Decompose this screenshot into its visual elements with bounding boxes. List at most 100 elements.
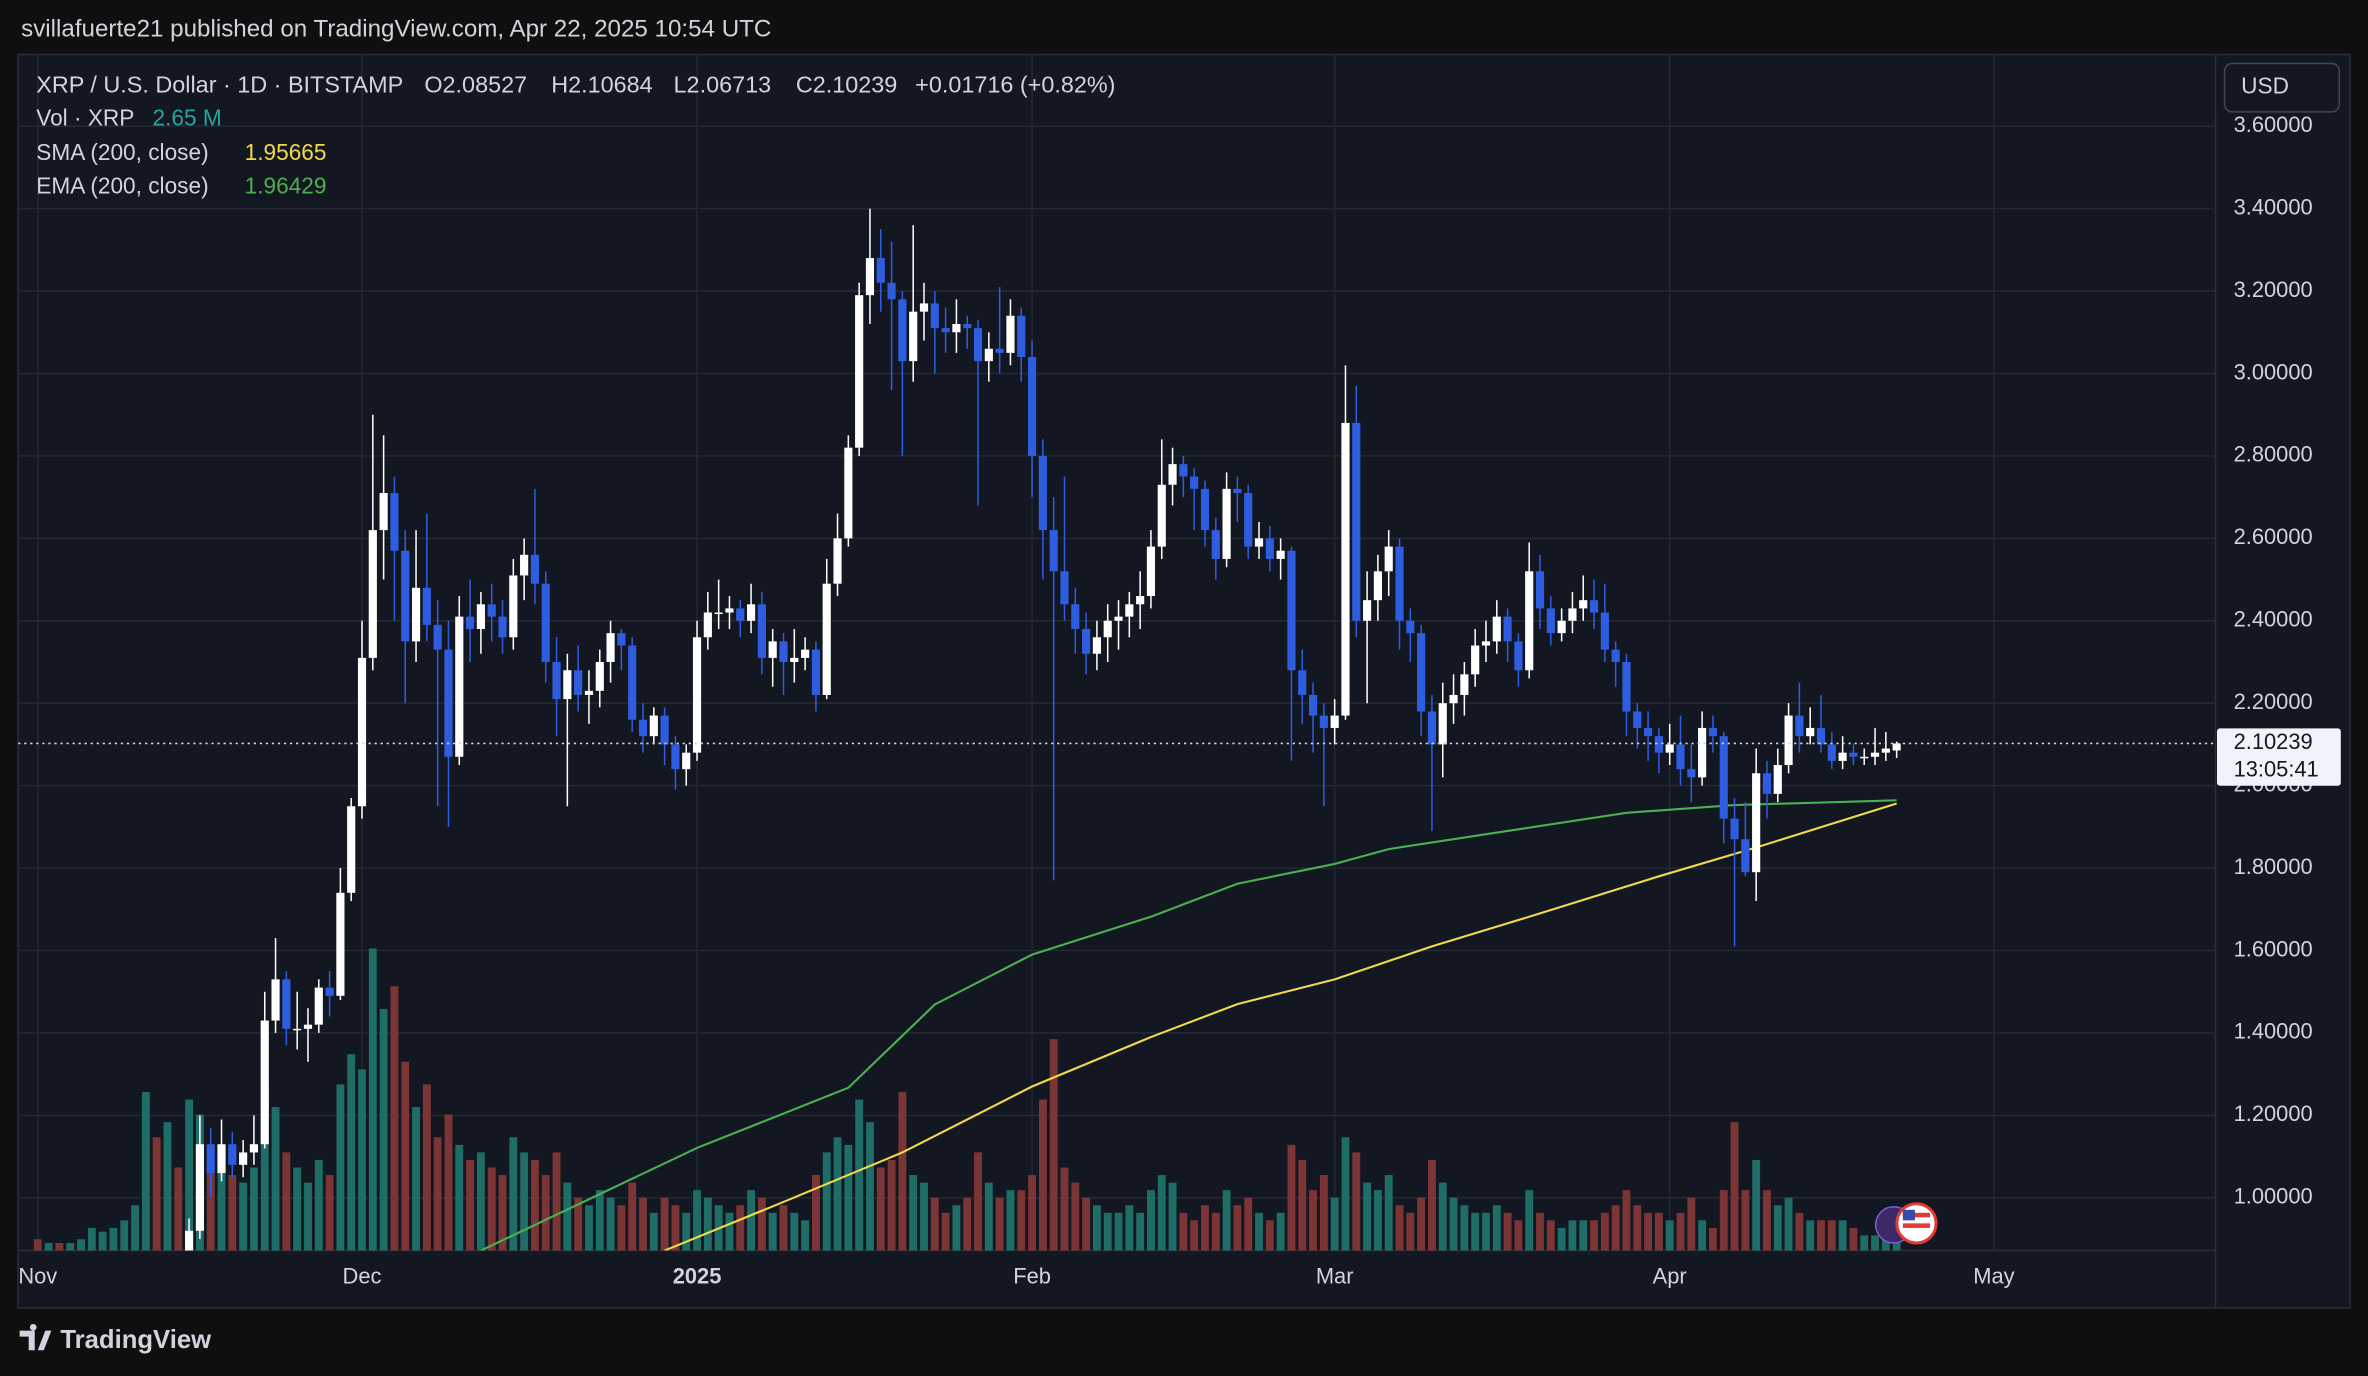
- volume-bar: [693, 1190, 701, 1251]
- ma-line: [480, 799, 1897, 1251]
- volume-bar: [887, 1159, 896, 1251]
- volume-bar: [1114, 1212, 1123, 1251]
- candle-body: [1719, 736, 1728, 819]
- y-tick-label: 3.40000: [2234, 194, 2313, 219]
- candle-body: [217, 1144, 226, 1174]
- candle-body: [455, 616, 464, 757]
- volume-bar: [120, 1220, 129, 1251]
- y-tick-label: 2.60000: [2234, 524, 2313, 549]
- volume-bar: [1309, 1190, 1317, 1251]
- candle-body: [1233, 488, 1242, 494]
- volume-bar: [1363, 1182, 1372, 1251]
- volume-bar: [1546, 1220, 1555, 1251]
- volume-bar: [1827, 1220, 1836, 1251]
- volume-bar: [1881, 1235, 1890, 1251]
- legend-change: +0.01716 (+0.82%): [915, 71, 1115, 97]
- volume-bar: [855, 1099, 864, 1251]
- candle-body: [1427, 711, 1437, 745]
- y-tick-label: 1.60000: [2234, 936, 2313, 961]
- candle-body: [1038, 455, 1047, 531]
- candle-body: [422, 587, 431, 625]
- volume-bar: [185, 1099, 194, 1251]
- legend-sma-value: 1.95665: [245, 139, 327, 165]
- candle-body: [1557, 620, 1566, 634]
- volume-bar: [1136, 1212, 1145, 1251]
- candle-body: [649, 715, 658, 737]
- candle-body: [1870, 752, 1880, 757]
- candle-body: [1168, 464, 1177, 485]
- ma-line: [664, 802, 1897, 1251]
- candle-body: [1654, 736, 1663, 753]
- candle-body: [476, 604, 485, 630]
- candle-body: [1741, 839, 1750, 873]
- volume-bar: [822, 1152, 831, 1251]
- volume-bar: [433, 1137, 442, 1251]
- volume-bar: [206, 1159, 215, 1251]
- volume-bar: [563, 1182, 572, 1251]
- candle-body: [1471, 645, 1480, 675]
- volume-bar: [552, 1152, 561, 1251]
- volume-bar: [811, 1175, 820, 1251]
- candle-body: [1060, 571, 1069, 605]
- volume-bar: [757, 1197, 766, 1251]
- volume-bar: [541, 1175, 550, 1251]
- volume-bar: [509, 1137, 518, 1251]
- volume-bar: [747, 1190, 756, 1251]
- candle-body: [195, 1144, 204, 1231]
- candle-body: [898, 299, 907, 362]
- candle-body: [919, 303, 929, 312]
- candle-body: [271, 979, 280, 1021]
- candle-body: [595, 661, 604, 691]
- volume-bar: [358, 1069, 366, 1251]
- volume-bar: [595, 1190, 604, 1251]
- volume-bar: [1125, 1205, 1134, 1251]
- legend-volume-name: Vol · XRP: [36, 104, 134, 130]
- candle-body: [757, 604, 766, 658]
- candle-body: [1687, 769, 1696, 778]
- candle-body: [725, 608, 734, 613]
- volume-bar: [844, 1144, 853, 1251]
- legend-close: C2.10239: [796, 71, 897, 97]
- legend: XRP / U.S. Dollar · 1D · BITSTAMP O2.085…: [36, 71, 1115, 198]
- flag-stripe: [1902, 1223, 1931, 1228]
- currency-label[interactable]: USD: [2241, 73, 2289, 99]
- x-tick-label: Dec: [343, 1264, 382, 1289]
- candle-body: [952, 324, 961, 333]
- volume-bar: [779, 1205, 788, 1251]
- candle-body: [638, 719, 648, 737]
- candle-body: [411, 587, 421, 642]
- volume-bar: [304, 1182, 312, 1251]
- candle-body: [1308, 694, 1318, 716]
- volume-bar: [1244, 1197, 1253, 1251]
- candle-body: [1319, 715, 1328, 728]
- volume-bar: [1730, 1122, 1739, 1251]
- volume-bar: [1233, 1205, 1242, 1251]
- candle-body: [1417, 633, 1426, 712]
- candle-body: [347, 806, 356, 893]
- volume-bar: [466, 1159, 475, 1251]
- volume-bar: [1201, 1205, 1209, 1251]
- price-badge: [2216, 728, 2341, 786]
- candle-body: [1017, 315, 1026, 357]
- candle-body: [444, 649, 453, 757]
- currency-button[interactable]: [2223, 62, 2341, 113]
- volume-bar: [131, 1205, 139, 1251]
- x-tick-label: Apr: [1653, 1264, 1687, 1289]
- candle-body: [1892, 743, 1901, 751]
- candle-body: [628, 645, 637, 720]
- volume-bar: [1222, 1190, 1231, 1251]
- volume-bar: [174, 1167, 183, 1251]
- candle-body: [887, 282, 896, 300]
- volume-bar: [44, 1243, 53, 1251]
- volume-bar: [920, 1182, 928, 1251]
- volume-bar: [1384, 1175, 1393, 1251]
- candle-body: [1190, 476, 1199, 489]
- flag-stripe: [1902, 1212, 1931, 1218]
- footer-logo: TradingView: [19, 1323, 211, 1354]
- x-tick-label: Feb: [1013, 1264, 1051, 1289]
- volume-layer: [33, 948, 1901, 1251]
- volume-bar: [1687, 1197, 1696, 1251]
- volume-bar: [898, 1091, 907, 1251]
- volume-bar: [1600, 1212, 1609, 1251]
- volume-bar: [876, 1167, 885, 1251]
